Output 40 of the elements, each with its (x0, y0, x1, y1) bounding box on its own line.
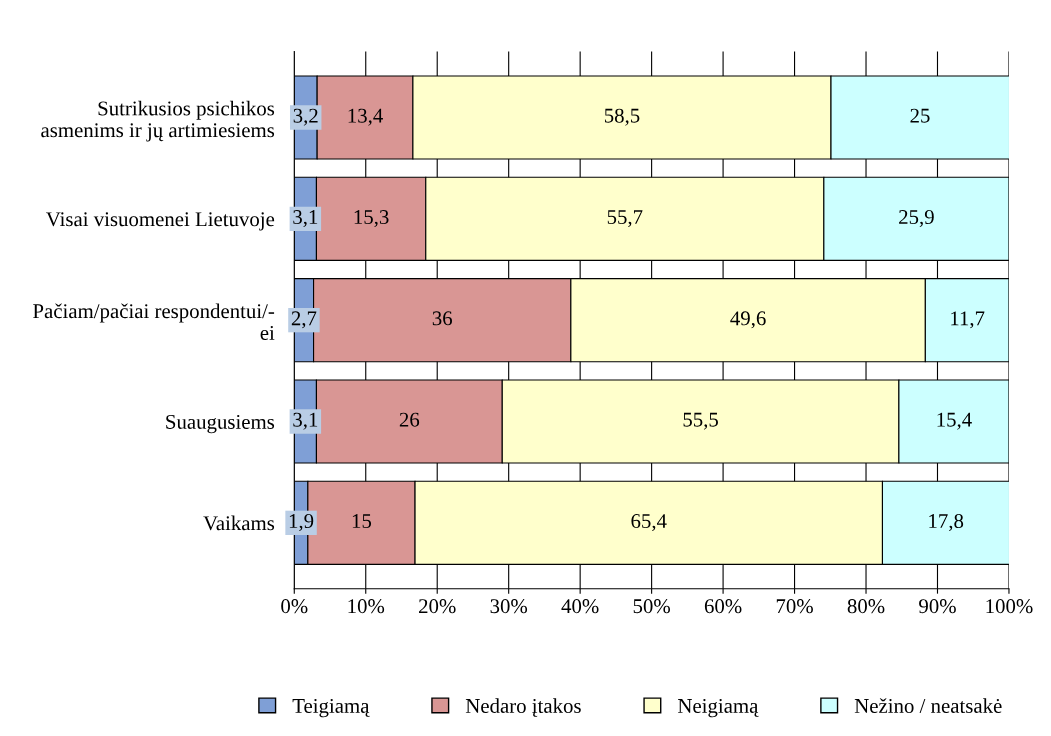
data-label: 2,7 (291, 311, 317, 329)
y-tick-label: Pačiam/pačiai respondentui/- ei (33, 303, 275, 340)
x-tick-label: 50% (633, 599, 670, 614)
x-tick-label: 10% (348, 599, 385, 614)
data-label: 26 (399, 412, 420, 427)
x-tick-label: 70% (776, 599, 813, 614)
data-label: 49,6 (730, 311, 766, 329)
data-label: 15,4 (937, 412, 972, 430)
data-label: 25,9 (899, 210, 934, 228)
x-tick-label: 100% (986, 599, 1033, 614)
data-label: 36 (432, 311, 453, 326)
data-label: 3,1 (293, 412, 318, 430)
legend-label: Neigiamą (677, 698, 759, 718)
data-label: 1,9 (289, 514, 314, 532)
x-tick-label: 30% (490, 599, 528, 614)
data-label: 11,7 (951, 311, 985, 329)
data-label: 55,5 (683, 412, 718, 430)
data-label: 13,4 (348, 108, 383, 126)
y-tick-label: Sutrikusios psichikos asmenims ir jų artimiesiems (41, 100, 275, 142)
data-label: 3,1 (293, 210, 318, 228)
x-tick-label: 0% (281, 599, 308, 614)
data-label: 17,8 (929, 513, 964, 532)
data-label: 55,7 (607, 210, 643, 228)
data-label: 3,2 (293, 108, 318, 126)
data-label: 25 (910, 108, 930, 123)
x-tick-label: 80% (847, 599, 885, 614)
x-tick-label: 40% (561, 599, 599, 614)
y-tick-label: Suaugusiems (166, 414, 275, 434)
data-label: 58,5 (604, 108, 640, 126)
x-tick-label: 60% (704, 599, 742, 614)
y-tick-label: Vaikams (203, 515, 275, 531)
legend-label: Teigiamą (292, 698, 370, 718)
data-label: 15,3 (354, 210, 389, 228)
y-tick-label: Visai visuomenei Lietuvoje (46, 212, 275, 231)
data-label: 15 (352, 514, 372, 529)
data-label: 65,4 (631, 514, 667, 532)
x-tick-label: 90% (919, 599, 956, 614)
legend-label: Nežino / neatsakė (854, 698, 1002, 713)
x-tick-label: 20% (419, 599, 456, 614)
legend-label: Nedaro įtakos (465, 698, 581, 717)
